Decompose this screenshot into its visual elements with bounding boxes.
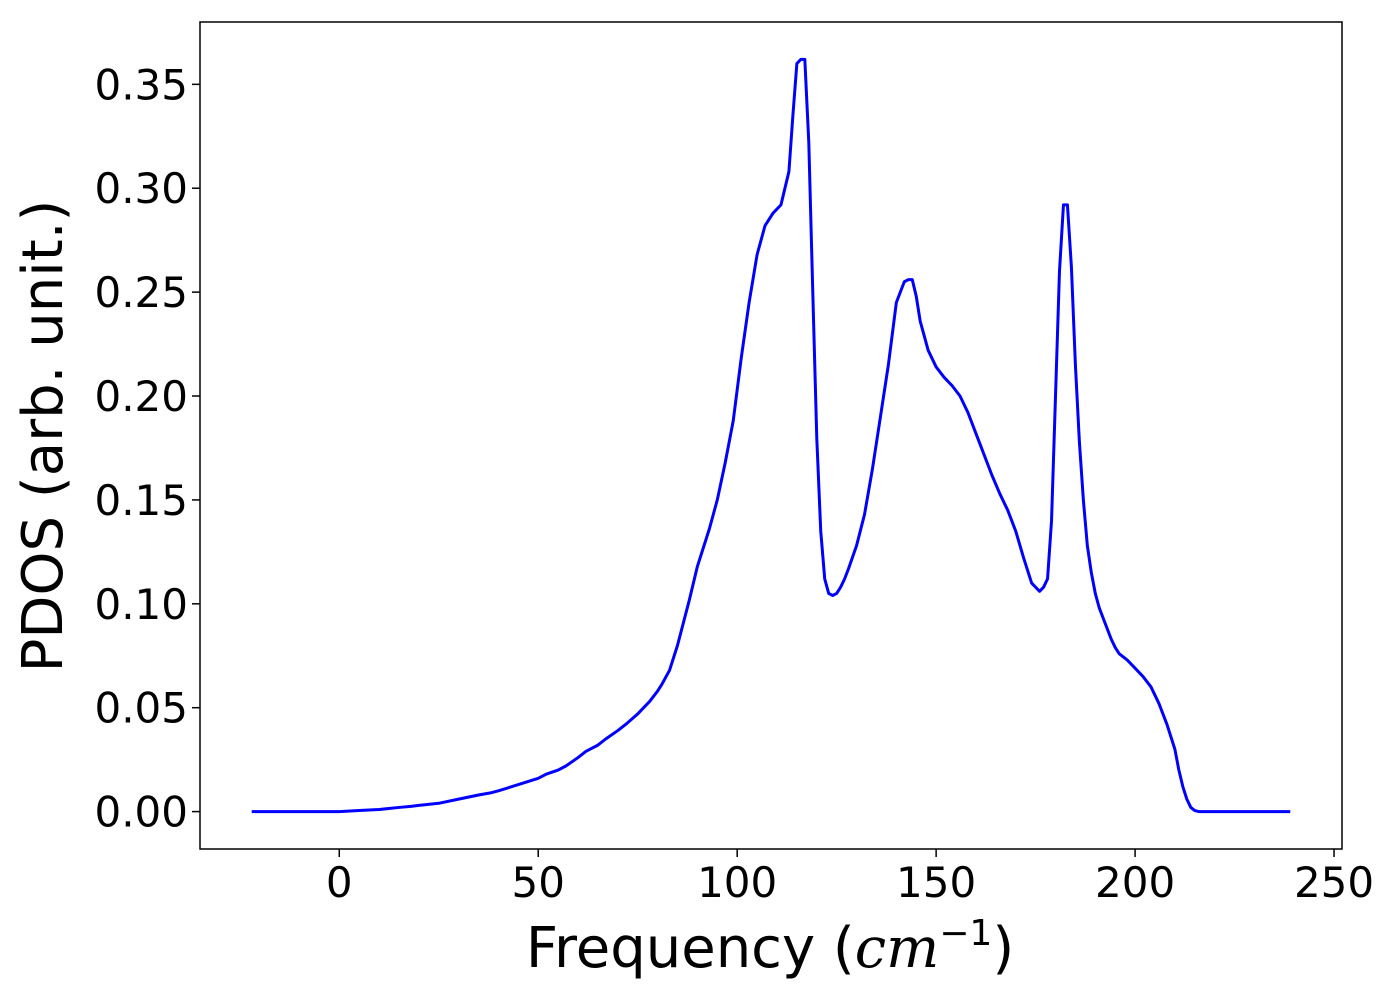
y-tick-label: 0.30 — [94, 164, 188, 213]
x-tick-label: 200 — [1095, 858, 1175, 907]
x-tick-label: 0 — [326, 858, 353, 907]
y-tick-label: 0.35 — [94, 60, 188, 109]
plot-area — [251, 57, 1291, 814]
x-axis: 0 50 100 150 200 250 — [326, 849, 1374, 907]
y-tick-label: 0.10 — [94, 580, 188, 629]
x-tick-label: 100 — [697, 858, 777, 907]
y-axis-label: PDOS (arb. unit.) — [11, 200, 76, 673]
plot-frame — [199, 21, 1343, 850]
x-axis-label: Frequency (cm−1) — [526, 913, 1014, 981]
y-tick-label: 0.15 — [94, 476, 188, 525]
x-tick-label: 150 — [896, 858, 976, 907]
pdos-series-line-0 — [251, 57, 1291, 814]
y-tick-label: 0.20 — [94, 372, 188, 421]
y-axis: 0.00 0.05 0.10 0.15 0.20 0.25 0.30 0.35 — [94, 60, 200, 837]
y-tick-label: 0.00 — [94, 788, 188, 837]
y-tick-label: 0.25 — [94, 268, 188, 317]
x-tick-label: 50 — [511, 858, 564, 907]
x-tick-label: 250 — [1294, 858, 1374, 907]
y-tick-label: 0.05 — [94, 684, 188, 733]
